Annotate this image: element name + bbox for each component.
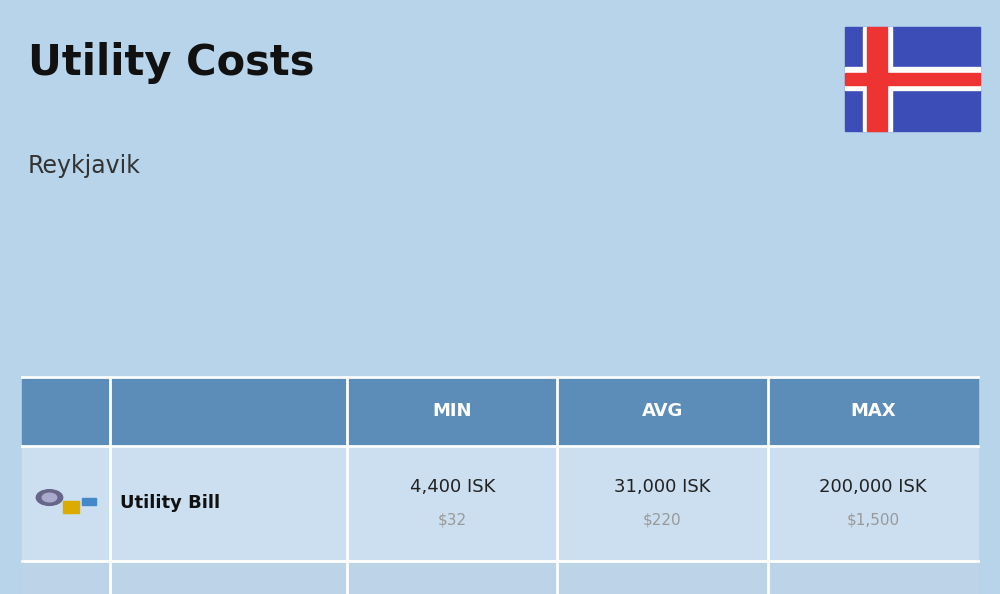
Bar xyxy=(557,446,768,561)
Bar xyxy=(347,446,557,561)
Text: AVG: AVG xyxy=(642,402,683,421)
Text: $1,500: $1,500 xyxy=(846,512,899,527)
Bar xyxy=(347,377,557,446)
Bar xyxy=(768,377,978,446)
Text: 200,000 ISK: 200,000 ISK xyxy=(819,478,927,496)
Bar xyxy=(63,501,79,513)
Bar xyxy=(557,377,768,446)
Bar xyxy=(110,377,347,446)
Circle shape xyxy=(42,493,57,502)
Text: 31,000 ISK: 31,000 ISK xyxy=(614,478,711,496)
Bar xyxy=(22,377,110,446)
Bar xyxy=(768,446,978,561)
Bar xyxy=(110,446,347,561)
Bar xyxy=(845,72,980,85)
Bar xyxy=(867,27,887,131)
Text: Reykjavik: Reykjavik xyxy=(28,154,141,178)
Text: Utility Costs: Utility Costs xyxy=(28,42,314,84)
Text: $32: $32 xyxy=(438,512,467,527)
Bar xyxy=(347,561,557,594)
Text: MAX: MAX xyxy=(850,402,896,421)
Bar xyxy=(22,446,110,561)
Bar xyxy=(845,67,980,90)
Bar xyxy=(768,561,978,594)
Bar xyxy=(22,561,110,594)
Bar xyxy=(82,498,96,505)
Bar xyxy=(863,27,892,131)
Bar xyxy=(110,561,347,594)
Text: 4,400 ISK: 4,400 ISK xyxy=(410,478,495,496)
Text: MIN: MIN xyxy=(432,402,472,421)
Text: Utility Bill: Utility Bill xyxy=(120,494,220,513)
Bar xyxy=(845,27,980,131)
Text: $220: $220 xyxy=(643,512,682,527)
Bar xyxy=(557,561,768,594)
Circle shape xyxy=(36,489,63,505)
